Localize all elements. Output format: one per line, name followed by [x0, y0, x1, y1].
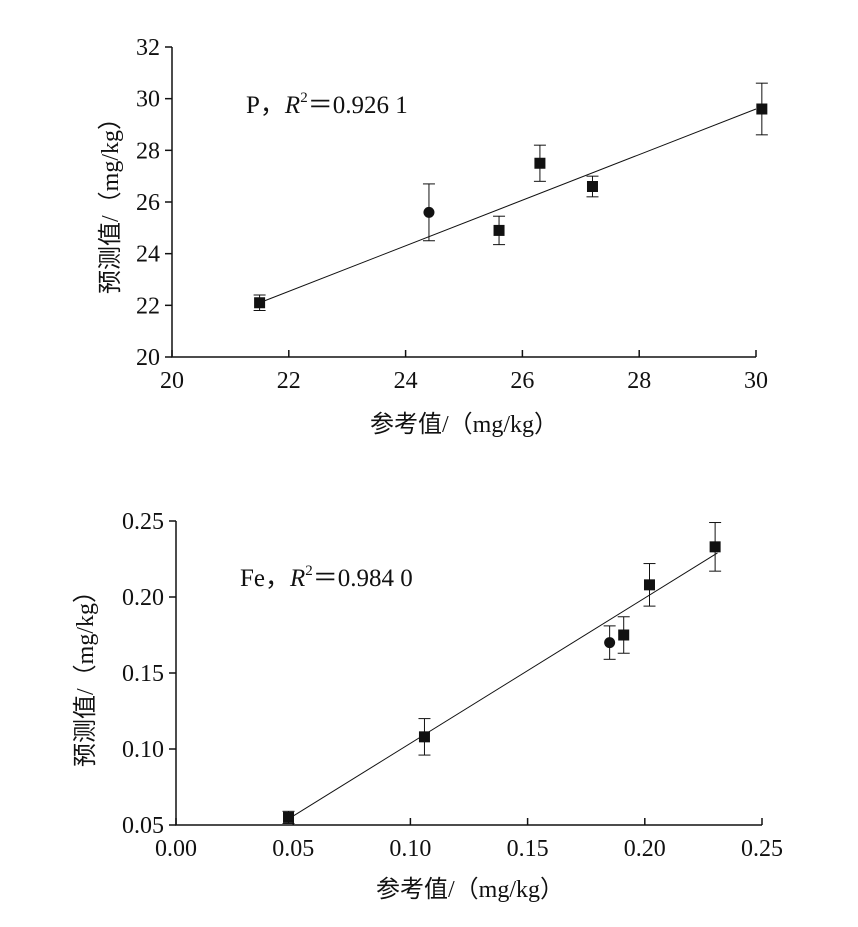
chart-p-xtick-label: 20: [160, 368, 184, 394]
chart-p-square-marker: [534, 157, 546, 169]
chart-p-ytick-label: 30: [136, 87, 160, 113]
chart-fe-data-point: [709, 522, 722, 572]
chart-fe-circle-marker: [604, 637, 616, 649]
chart-fe-square-marker: [643, 579, 655, 591]
chart-fe-ytick-label: 0.15: [122, 661, 164, 687]
chart-fe-xtick-label: 0.00: [155, 836, 197, 862]
chart-fe-square-marker: [418, 731, 430, 743]
chart-p-annotation: P，R2＝0.926 1: [246, 90, 408, 119]
chart-fe-data-point: [282, 810, 295, 824]
chart-fe-ytick-label: 0.20: [122, 585, 164, 611]
chart-p-circle-marker: [423, 206, 435, 218]
chart-p-data-point: [586, 175, 599, 198]
chart-fe-data-point: [617, 616, 630, 654]
chart-fe-xtick-label: 0.05: [272, 836, 314, 862]
chart-p-data-point: [253, 294, 266, 311]
chart-fe-annotation: Fe，R2＝0.984 0: [240, 563, 413, 592]
chart-fe-data-point: [603, 625, 616, 660]
chart-fe-xtick-label: 0.25: [741, 836, 783, 862]
chart-fe: 0.00 0.05 0.10 0.15 0.20 0.250.050.100.150.20…: [72, 509, 783, 903]
chart-p-xtick-label: 22: [277, 368, 301, 394]
chart-p-ytick-label: 24: [136, 242, 160, 268]
chart-fe-xlabel: 参考值/（mg/kg）: [376, 876, 564, 903]
chart-fe-ticks: 0.00 0.05 0.10 0.15 0.20 0.250.050.100.150.20…: [122, 509, 783, 862]
chart-p-square-marker: [493, 224, 505, 236]
chart-p-square-marker: [586, 181, 598, 192]
chart-fe-data-point: [418, 718, 431, 756]
chart-fe-xtick-label: 0.15: [507, 836, 549, 862]
chart-fe-ytick-label: 0.25: [122, 509, 164, 535]
chart-p-ylabel: 预测值/（mg/kg）: [97, 106, 124, 294]
chart-p-square-marker: [254, 297, 266, 309]
chart-fe-fit-line: [288, 552, 718, 820]
chart-p-xtick-label: 30: [744, 368, 768, 394]
chart-fe-points: [282, 522, 722, 824]
chart-p-xtick-label: 28: [627, 368, 651, 394]
chart-p-ticks: 20 22 24 26 28 30 20 22 24 26 28 30 32: [136, 35, 768, 394]
chart-fe-data-point: [643, 563, 656, 607]
chart-p-data-point: [422, 183, 435, 242]
chart-fe-square-marker: [283, 811, 295, 823]
chart-fe-ylabel: 预测值/（mg/kg）: [72, 579, 99, 767]
chart-p-ytick-label: 32: [136, 35, 160, 61]
chart-p-points: [253, 82, 768, 311]
chart-p-fit-line: [259, 108, 757, 304]
chart-fe-xtick-label: 0.20: [624, 836, 666, 862]
chart-p-xtick-label: 26: [510, 368, 534, 394]
chart-fe-xtick-label: 0.10: [389, 836, 431, 862]
chart-p-xlabel: 参考值/（mg/kg）: [370, 411, 558, 438]
chart-fe-ytick-label: 0.05: [122, 813, 164, 839]
chart-p-data-point: [755, 82, 768, 136]
chart-p-ytick-label: 26: [136, 190, 160, 216]
chart-p-data-point: [533, 144, 546, 182]
chart-p-ytick-label: 20: [136, 345, 160, 371]
chart-p-ytick-label: 28: [136, 138, 160, 164]
chart-p-ytick-label: 22: [136, 293, 160, 319]
chart-fe-ytick-label: 0.10: [122, 737, 164, 763]
chart-p-square-marker: [756, 103, 768, 115]
chart-p-data-point: [493, 215, 506, 246]
chart-fe-square-marker: [709, 541, 721, 553]
chart-fe-square-marker: [618, 629, 630, 641]
chart-p-xtick-label: 24: [394, 368, 418, 394]
